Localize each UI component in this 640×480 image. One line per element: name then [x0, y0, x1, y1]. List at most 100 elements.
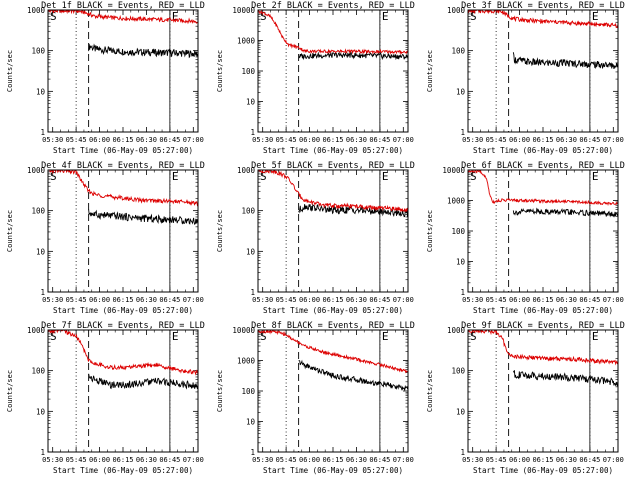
y-tick-label: 100 [241, 207, 255, 216]
x-tick-label: 06:30 [136, 456, 157, 464]
y-tick-label: 100 [31, 207, 45, 216]
x-tick-label: 05:30 [462, 296, 483, 304]
series-line-events [512, 207, 618, 218]
marker-label-e: E [592, 170, 599, 183]
y-tick-label: 1000 [447, 326, 466, 335]
chart-panel-2: Det 2f BLACK = Events, RED = LLD Counts/s… [216, 1, 415, 155]
y-tick-label: 1000 [237, 166, 256, 175]
y-tick-label: 10000 [232, 326, 255, 335]
marker-label-s: S [260, 10, 267, 23]
y-tick-label: 100 [241, 387, 255, 396]
y-axis-label: Counts/sec [6, 210, 14, 252]
marker-label-s: S [50, 330, 57, 343]
series-line-lld [258, 10, 408, 55]
marker-label-s: S [470, 330, 477, 343]
chart-title: Det 2f BLACK = Events, RED = LLD [251, 1, 415, 11]
y-tick-label: 1 [250, 448, 255, 457]
marker-label-s: S [50, 170, 57, 183]
x-tick-label: 05:45 [486, 456, 507, 464]
y-tick-label: 1 [460, 128, 465, 137]
y-tick-label: 1 [40, 448, 45, 457]
x-tick-label: 06:15 [112, 136, 133, 144]
marker-label-s: S [470, 10, 477, 23]
x-tick-label: 06:15 [532, 296, 553, 304]
x-tick-label: 06:30 [346, 296, 367, 304]
x-tick-label: 05:45 [276, 296, 297, 304]
marker-label-e: E [592, 10, 599, 23]
chart-panel-5: Det 5f BLACK = Events, RED = LLD Counts/s… [216, 161, 415, 315]
x-tick-label: 06:15 [322, 296, 343, 304]
y-tick-label: 1000 [237, 37, 256, 46]
x-tick-label: 06:00 [509, 456, 530, 464]
y-tick-label: 100 [451, 227, 465, 236]
x-tick-label: 05:45 [66, 136, 87, 144]
x-tick-label: 06:30 [556, 296, 577, 304]
x-tick-label: 07:00 [603, 456, 624, 464]
x-tick-label: 06:45 [369, 456, 390, 464]
y-axis-label: Counts/sec [426, 210, 434, 252]
chart-panel-7: Det 7f BLACK = Events, RED = LLD Counts/s… [6, 321, 205, 475]
series-line-events [298, 203, 408, 218]
y-axis-label: Counts/sec [216, 370, 224, 412]
chart-panel-9: Det 9f BLACK = Events, RED = LLD Counts/s… [426, 321, 625, 475]
x-tick-label: 06:30 [136, 296, 157, 304]
y-tick-label: 1000 [447, 197, 466, 206]
marker-label-e: E [172, 10, 179, 23]
chart-title: Det 7f BLACK = Events, RED = LLD [41, 321, 205, 331]
x-tick-label: 05:30 [252, 136, 273, 144]
series-line-lld [48, 330, 198, 376]
plot-frame [47, 169, 199, 293]
chart-title: Det 3f BLACK = Events, RED = LLD [461, 1, 625, 11]
x-axis-label: Start Time (06-May-09 05:27:00) [473, 146, 613, 155]
x-tick-label: 06:45 [159, 136, 180, 144]
y-tick-label: 10 [36, 247, 46, 256]
chart-title: Det 9f BLACK = Events, RED = LLD [461, 321, 625, 331]
x-tick-label: 05:30 [462, 456, 483, 464]
y-tick-label: 10 [246, 418, 256, 427]
marker-label-e: E [382, 170, 389, 183]
x-tick-label: 07:00 [603, 136, 624, 144]
x-tick-label: 05:45 [276, 136, 297, 144]
marker-label-e: E [172, 330, 179, 343]
y-tick-label: 10 [246, 247, 256, 256]
x-tick-label: 06:15 [322, 456, 343, 464]
plot-frame [47, 329, 199, 453]
x-tick-label: 07:00 [183, 296, 204, 304]
x-tick-label: 05:45 [486, 136, 507, 144]
y-tick-label: 1 [250, 128, 255, 137]
series-line-events [512, 52, 618, 70]
marker-label-e: E [172, 170, 179, 183]
plot-frame [467, 169, 619, 293]
x-tick-label: 05:30 [462, 136, 483, 144]
x-tick-label: 05:30 [42, 296, 63, 304]
chart-panel-8: Det 8f BLACK = Events, RED = LLD Counts/s… [216, 321, 415, 475]
series-line-lld [468, 330, 618, 366]
x-tick-label: 06:45 [579, 136, 600, 144]
y-axis-label: Counts/sec [426, 370, 434, 412]
x-tick-label: 06:15 [112, 296, 133, 304]
plot-frame [257, 9, 409, 133]
series-line-events [88, 43, 198, 59]
x-tick-label: 06:15 [532, 456, 553, 464]
marker-label-e: E [382, 330, 389, 343]
marker-label-s: S [260, 330, 267, 343]
y-tick-label: 10 [456, 258, 466, 267]
chart-panel-6: Det 6f BLACK = Events, RED = LLD Counts/s… [426, 161, 625, 315]
series-line-lld [468, 170, 618, 206]
series-line-events [88, 373, 198, 390]
plot-frame [257, 329, 409, 453]
y-tick-label: 10000 [232, 6, 255, 15]
chart-panel-1: Det 1f BLACK = Events, RED = LLD Counts/s… [6, 1, 205, 155]
y-tick-label: 100 [451, 47, 465, 56]
x-tick-label: 07:00 [183, 136, 204, 144]
y-axis-label: Counts/sec [426, 50, 434, 92]
marker-label-s: S [50, 10, 57, 23]
plot-frame [467, 9, 619, 133]
x-tick-label: 05:30 [42, 136, 63, 144]
chart-title: Det 5f BLACK = Events, RED = LLD [251, 161, 415, 171]
x-tick-label: 06:00 [299, 296, 320, 304]
y-axis-label: Counts/sec [216, 210, 224, 252]
y-tick-label: 1000 [27, 326, 46, 335]
x-tick-label: 06:45 [159, 456, 180, 464]
chart-panel-3: Det 3f BLACK = Events, RED = LLD Counts/s… [426, 1, 625, 155]
